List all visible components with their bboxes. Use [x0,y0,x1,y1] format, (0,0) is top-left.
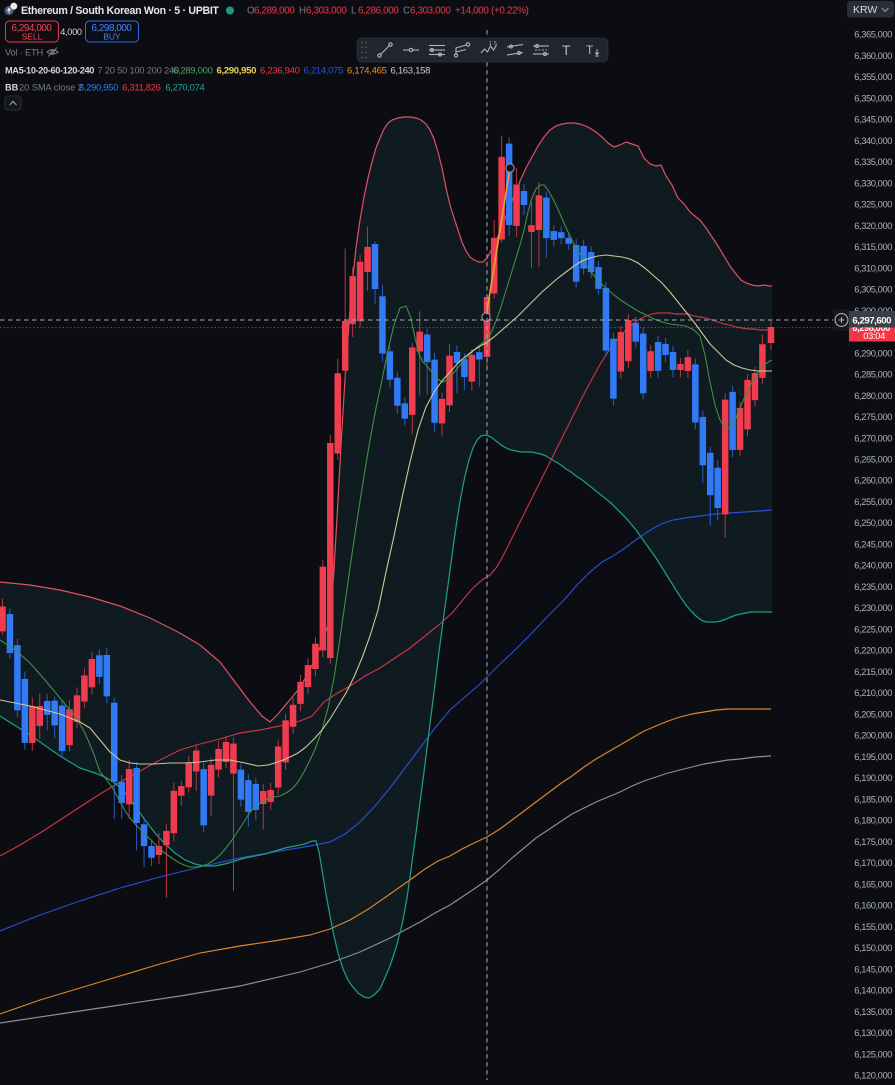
svg-text:T: T [586,43,594,57]
svg-text:6,135,000: 6,135,000 [854,1007,892,1017]
svg-text:H: H [299,6,306,17]
svg-text:5: 5 [494,41,497,47]
svg-text:6,290,950: 6,290,950 [217,66,257,77]
svg-text:6,235,000: 6,235,000 [854,582,892,592]
svg-text:6,205,000: 6,205,000 [854,709,892,719]
svg-text:6,289,000: 6,289,000 [173,66,213,77]
svg-text:6,174,465: 6,174,465 [347,66,387,77]
svg-text:6,215,000: 6,215,000 [854,667,892,677]
svg-text:03:04: 03:04 [863,331,885,341]
svg-text:6,210,000: 6,210,000 [854,688,892,698]
svg-text:6,165,000: 6,165,000 [854,879,892,889]
svg-text:6,285,000: 6,285,000 [854,370,892,380]
svg-text:6,305,000: 6,305,000 [854,285,892,295]
svg-text:6,310,000: 6,310,000 [854,263,892,273]
svg-text:6,175,000: 6,175,000 [854,837,892,847]
svg-text:Vol · ETH: Vol · ETH [5,48,43,58]
svg-text:6,190,000: 6,190,000 [854,773,892,783]
svg-text:6,320,000: 6,320,000 [854,221,892,231]
svg-text:6,365,000: 6,365,000 [854,30,892,40]
svg-text:6,270,000: 6,270,000 [854,433,892,443]
svg-text:C: C [403,6,410,17]
svg-text:6,220,000: 6,220,000 [854,646,892,656]
svg-text:6,280,000: 6,280,000 [854,391,892,401]
svg-text:6,325,000: 6,325,000 [854,200,892,210]
svg-text:6,160,000: 6,160,000 [854,901,892,911]
svg-text:KRW: KRW [853,4,877,16]
svg-text:6,214,075: 6,214,075 [304,66,344,77]
svg-text:6,250,000: 6,250,000 [854,518,892,528]
svg-text:6,303,000: 6,303,000 [410,6,451,17]
svg-text:BB: BB [5,83,19,93]
svg-text:6,298,000: 6,298,000 [852,323,890,333]
svg-text:6,240,000: 6,240,000 [854,561,892,571]
svg-text:6,290,000: 6,290,000 [854,348,892,358]
svg-text:6,155,000: 6,155,000 [854,922,892,932]
svg-text:6,297,600: 6,297,600 [852,315,891,326]
svg-text:T: T [562,42,571,58]
svg-text:6,265,000: 6,265,000 [854,455,892,465]
svg-text:BUY: BUY [103,32,121,42]
svg-text:6,340,000: 6,340,000 [854,136,892,146]
svg-text:6,130,000: 6,130,000 [854,1028,892,1038]
svg-text:6,289,000: 6,289,000 [254,6,295,17]
svg-text:6,286,000: 6,286,000 [358,6,399,17]
svg-text:6,294,000: 6,294,000 [12,23,53,34]
svg-text:6,230,000: 6,230,000 [854,603,892,613]
svg-text:6,180,000: 6,180,000 [854,816,892,826]
svg-text:SELL: SELL [22,32,43,42]
svg-text:6,355,000: 6,355,000 [854,72,892,82]
svg-text:6,125,000: 6,125,000 [854,1049,892,1059]
svg-text:6,350,000: 6,350,000 [854,93,892,103]
svg-text:6,360,000: 6,360,000 [854,51,892,61]
svg-text:6,163,158: 6,163,158 [391,66,431,77]
svg-text:6,140,000: 6,140,000 [854,986,892,996]
svg-text:L: L [351,6,357,17]
svg-text:6,315,000: 6,315,000 [854,242,892,252]
svg-text:6,290,950: 6,290,950 [79,82,118,93]
svg-text:7 20 50 100 200 240: 7 20 50 100 200 240 [98,66,179,76]
svg-text:6,345,000: 6,345,000 [854,115,892,125]
svg-text:1: 1 [489,41,492,47]
svg-text:+14,000 (+0.22%): +14,000 (+0.22%) [455,6,529,17]
svg-text:6,185,000: 6,185,000 [854,794,892,804]
svg-text:6,260,000: 6,260,000 [854,476,892,486]
svg-text:6,255,000: 6,255,000 [854,497,892,507]
svg-text:6,170,000: 6,170,000 [854,858,892,868]
svg-text:6,330,000: 6,330,000 [854,178,892,188]
svg-text:6,300,000: 6,300,000 [854,306,892,316]
svg-text:6,275,000: 6,275,000 [854,412,892,422]
svg-text:MA5-10-20-60-120-240: MA5-10-20-60-120-240 [5,66,94,76]
svg-text:6,150,000: 6,150,000 [854,943,892,953]
svg-text:6,298,000: 6,298,000 [92,23,133,34]
svg-text:20 SMA close 2: 20 SMA close 2 [19,83,83,93]
svg-text:6,335,000: 6,335,000 [854,157,892,167]
svg-text:O: O [247,6,255,17]
svg-text:6,195,000: 6,195,000 [854,752,892,762]
svg-text:6,120,000: 6,120,000 [854,1071,892,1080]
svg-text:6,236,940: 6,236,940 [260,66,300,77]
svg-text:6,270,074: 6,270,074 [165,82,204,93]
svg-text:6,303,000: 6,303,000 [306,6,347,17]
svg-text:6,200,000: 6,200,000 [854,731,892,741]
svg-text:6,245,000: 6,245,000 [854,540,892,550]
svg-text:6,145,000: 6,145,000 [854,964,892,974]
svg-text:6,311,826: 6,311,826 [122,82,160,93]
svg-text:4,000: 4,000 [60,27,82,37]
svg-text:Ethereum / South Korean Won ·: Ethereum / South Korean Won · 5 · UPBIT [21,5,219,17]
svg-text:6,225,000: 6,225,000 [854,625,892,635]
